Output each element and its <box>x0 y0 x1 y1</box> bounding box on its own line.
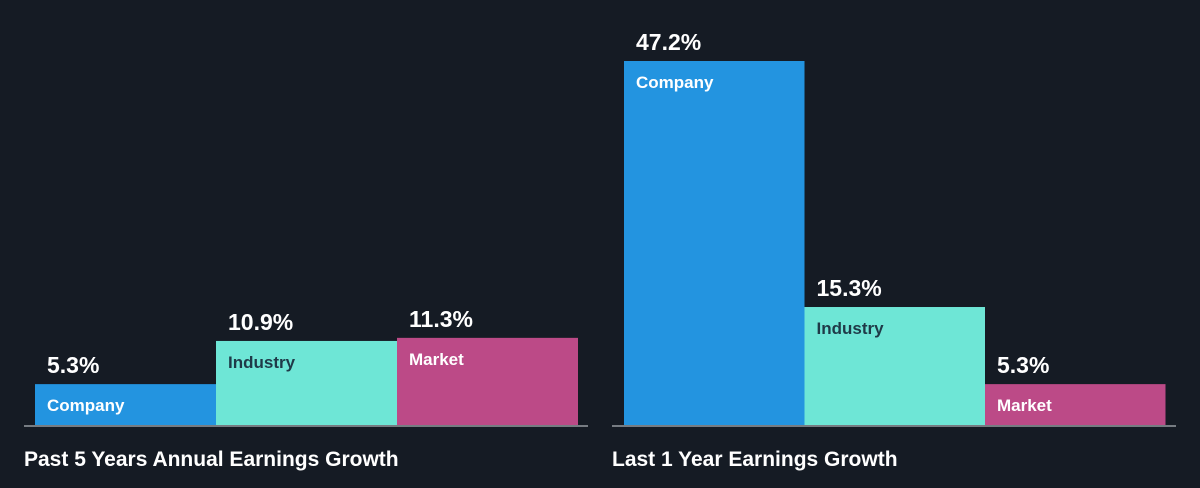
category-label-company: Company <box>47 396 125 415</box>
category-label-company: Company <box>636 73 714 92</box>
bar-market <box>397 337 578 425</box>
value-label-market: 5.3% <box>997 352 1049 378</box>
chart-title: Last 1 Year Earnings Growth <box>612 448 898 471</box>
category-label-industry: Industry <box>228 353 296 372</box>
category-label-market: Market <box>997 396 1052 415</box>
bar-industry <box>216 340 397 425</box>
category-label-market: Market <box>409 350 464 369</box>
value-label-company: 47.2% <box>636 29 701 55</box>
bar-market <box>985 384 1166 425</box>
value-label-market: 11.3% <box>409 306 473 332</box>
value-label-industry: 15.3% <box>817 275 882 301</box>
value-label-industry: 10.9% <box>228 309 293 335</box>
bar-industry <box>804 307 985 425</box>
panel-1-year: Last 1 Year Earnings Growth Company 47.2%… <box>612 29 1176 471</box>
chart-title: Past 5 Years Annual Earnings Growth <box>24 448 399 471</box>
panel-5-year: Past 5 Years Annual Earnings Growth Comp… <box>24 306 588 471</box>
bar-company <box>624 61 805 425</box>
value-label-company: 5.3% <box>47 352 99 378</box>
category-label-industry: Industry <box>817 319 885 338</box>
bar-company <box>35 384 216 425</box>
